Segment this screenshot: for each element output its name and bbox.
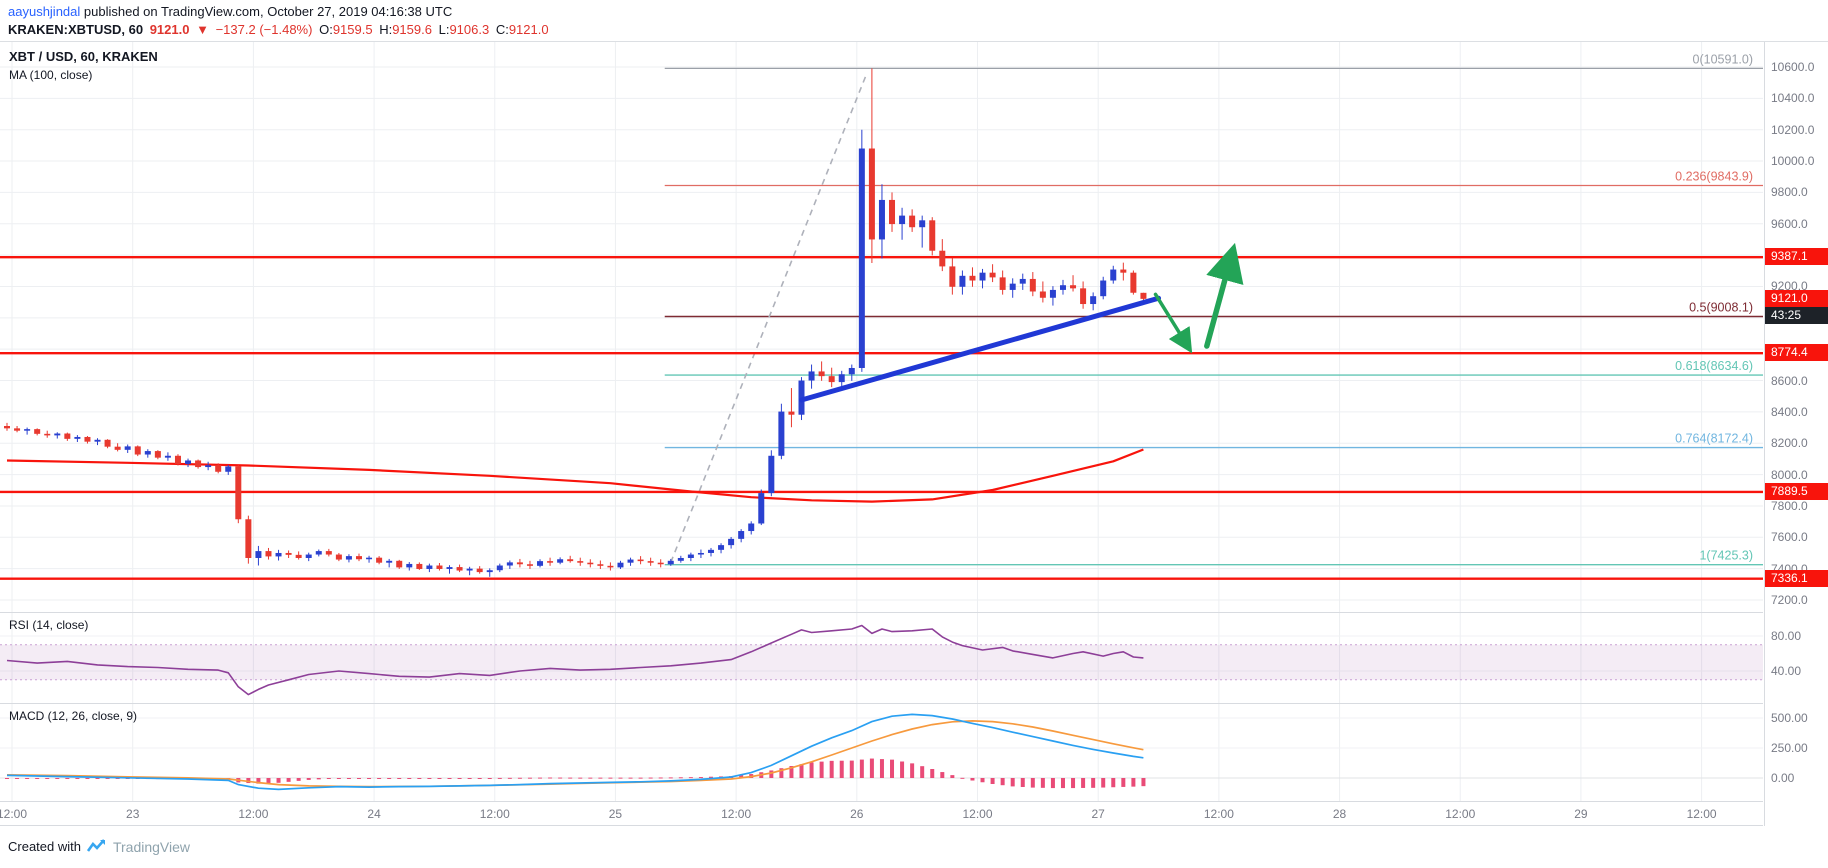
price-tick-label: 10000.0 (1771, 154, 1815, 169)
price-change: −137.2 (−1.48%) (215, 22, 313, 37)
close-label: C: (495, 22, 509, 37)
symbol-name: KRAKEN:XBTUSD, 60 (8, 22, 144, 37)
svg-text:1(7425.3): 1(7425.3) (1699, 549, 1753, 563)
macd-tick-label: 500.00 (1771, 711, 1808, 725)
time-tick-label: 12:00 (0, 807, 28, 821)
price-tick-label: 8400.0 (1771, 404, 1808, 419)
time-tick-label: 28 (1332, 807, 1347, 821)
svg-text:0.764(8172.4): 0.764(8172.4) (1675, 432, 1753, 446)
rsi-band (0, 644, 1763, 680)
candles (4, 68, 1147, 577)
time-tick-label: 27 (1091, 807, 1105, 821)
time-tick-label: 29 (1574, 807, 1588, 821)
macd-panel[interactable]: MACD (12, 26, close, 9) (0, 704, 1763, 802)
last-price-value: 9121.0 (149, 22, 190, 37)
price-tick-label: 9600.0 (1771, 216, 1808, 231)
rsi-line (6, 624, 1144, 696)
rsi-legend: RSI (14, close) (9, 618, 89, 632)
macd-signal-line (6, 720, 1144, 788)
time-tick-label: 12:00 (721, 807, 752, 821)
macd-line (6, 713, 1144, 791)
price-tick-label: 8600.0 (1771, 373, 1808, 388)
time-tick-label: 12:00 (962, 807, 993, 821)
rsi-panel[interactable]: RSI (14, close) (0, 613, 1763, 704)
macd-legend: MACD (12, 26, close, 9) (9, 709, 138, 723)
macd-chart-canvas[interactable] (0, 704, 1763, 802)
green-arrows (1153, 242, 1244, 354)
time-tick-label: 12:00 (238, 807, 269, 821)
price-tick-label: 7600.0 (1771, 530, 1808, 545)
low-label: L: (438, 22, 450, 37)
price-tick-label: 8000.0 (1771, 467, 1808, 482)
chart-area: 0(10591.0) 0.236(9843.9) 0.5(9008.1) 0.618(… (0, 41, 1828, 826)
rsi-chart-canvas[interactable] (0, 613, 1763, 704)
down-arrow-icon: ▼ (196, 22, 209, 37)
last-price-tag: 9121.0 (1765, 289, 1828, 307)
rsi-tick-label: 80.00 (1771, 629, 1802, 643)
time-tick-label: 25 (608, 807, 623, 821)
rsi-tick-label: 40.00 (1771, 664, 1802, 678)
time-axis[interactable]: 12:00 23 12:00 24 12:00 25 12:00 26 12:00 27 12:00… (0, 802, 1763, 826)
price-tick-label: 8200.0 (1771, 436, 1808, 451)
macd-tick-label: 0.00 (1771, 771, 1795, 785)
price-tick-label: 7800.0 (1771, 498, 1808, 513)
low-value: 9106.3 (449, 22, 490, 37)
tradingview-brand-link[interactable]: TradingView (112, 838, 191, 855)
price-tick-label: 10600.0 (1771, 60, 1815, 74)
price-tick-label: 9800.0 (1771, 185, 1808, 200)
support-resistance-lines (0, 255, 1763, 580)
macd-grid (0, 704, 1763, 801)
price-chart-canvas[interactable]: 0(10591.0) 0.236(9843.9) 0.5(9008.1) 0.618(… (0, 42, 1763, 613)
macd-tick-label: 250.00 (1771, 741, 1808, 755)
svg-text:0.5(9008.1): 0.5(9008.1) (1689, 301, 1753, 315)
published-text: published on TradingView.com, October 27… (80, 4, 453, 19)
time-tick-label: 24 (367, 807, 381, 821)
price-panel[interactable]: 0(10591.0) 0.236(9843.9) 0.5(9008.1) 0.618(… (0, 42, 1763, 613)
ma100-line (6, 448, 1144, 503)
resistance-price-tag: 7889.5 (1765, 482, 1828, 500)
open-label: O: (319, 22, 333, 37)
time-tick-label: 12:00 (1445, 807, 1476, 821)
open-value: 9159.5 (332, 22, 373, 37)
author-link[interactable]: aayushjindal (8, 4, 81, 19)
price-tick-label: 10200.0 (1771, 122, 1815, 137)
price-axis[interactable]: 10600.0 10400.0 10200.0 10000.0 9800.0 9600.0… (1764, 42, 1828, 826)
blue-trendline (799, 295, 1162, 403)
resistance-price-tag: 8774.4 (1765, 344, 1828, 362)
symbol-bar: KRAKEN:XBTUSD, 60 9121.0 ▼ −137.2 (−1.48… (0, 20, 1828, 41)
time-tick-label: 23 (126, 807, 140, 821)
time-tick-label: 12:00 (479, 807, 510, 821)
high-label: H: (379, 22, 393, 37)
price-grid (0, 42, 1763, 612)
chart-legend: XBT / USD, 60, KRAKEN MA (100, close) (9, 49, 158, 82)
time-tick-label: 12:00 (1686, 807, 1717, 821)
time-tick-label: 26 (850, 807, 864, 821)
resistance-price-tag: 9387.1 (1765, 248, 1828, 266)
resistance-price-tag: 7336.1 (1765, 569, 1828, 587)
svg-text:0(10591.0): 0(10591.0) (1693, 52, 1753, 66)
svg-text:0.236(9843.9): 0.236(9843.9) (1675, 170, 1753, 184)
footer: Created with TradingView (0, 825, 1828, 868)
published-line: aayushjindal published on TradingView.co… (0, 0, 1828, 20)
price-tick-label: 10400.0 (1771, 91, 1815, 106)
svg-text:0.618(8634.6): 0.618(8634.6) (1675, 359, 1753, 373)
time-tick-label: 12:00 (1203, 807, 1234, 821)
created-with-text: Created with (8, 839, 81, 854)
candle-countdown-tag: 43:25 (1765, 306, 1828, 324)
ma-legend: MA (100, close) (9, 68, 93, 82)
close-value: 9121.0 (508, 22, 549, 37)
symbol-legend: XBT / USD, 60, KRAKEN (9, 49, 158, 64)
tradingview-logo-icon (86, 839, 105, 852)
price-tick-label: 7200.0 (1771, 593, 1808, 607)
high-value: 9159.6 (392, 22, 432, 37)
